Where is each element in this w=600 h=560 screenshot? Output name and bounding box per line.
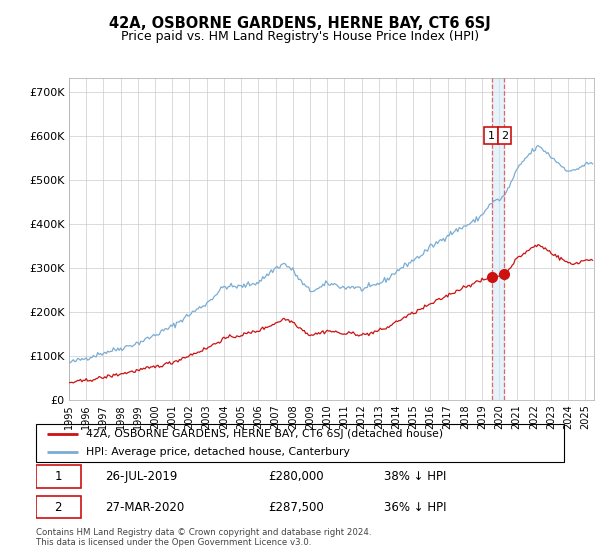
Text: 42A, OSBORNE GARDENS, HERNE BAY, CT6 6SJ (detached house): 42A, OSBORNE GARDENS, HERNE BAY, CT6 6SJ… — [86, 429, 443, 439]
Text: HPI: Average price, detached house, Canterbury: HPI: Average price, detached house, Cant… — [86, 447, 350, 457]
Text: £280,000: £280,000 — [268, 470, 324, 483]
FancyBboxPatch shape — [36, 465, 81, 488]
Text: £287,500: £287,500 — [268, 501, 324, 514]
Text: 2: 2 — [55, 501, 62, 514]
Text: 1: 1 — [488, 130, 495, 141]
Text: 1: 1 — [55, 470, 62, 483]
FancyBboxPatch shape — [36, 496, 81, 519]
Text: 2: 2 — [501, 130, 508, 141]
Text: 42A, OSBORNE GARDENS, HERNE BAY, CT6 6SJ: 42A, OSBORNE GARDENS, HERNE BAY, CT6 6SJ — [109, 16, 491, 31]
Text: 27-MAR-2020: 27-MAR-2020 — [104, 501, 184, 514]
Text: 26-JUL-2019: 26-JUL-2019 — [104, 470, 177, 483]
Bar — [492, 78, 503, 400]
Text: 38% ↓ HPI: 38% ↓ HPI — [385, 470, 447, 483]
Text: Contains HM Land Registry data © Crown copyright and database right 2024.
This d: Contains HM Land Registry data © Crown c… — [36, 528, 371, 547]
Text: Price paid vs. HM Land Registry's House Price Index (HPI): Price paid vs. HM Land Registry's House … — [121, 30, 479, 43]
Text: 36% ↓ HPI: 36% ↓ HPI — [385, 501, 447, 514]
